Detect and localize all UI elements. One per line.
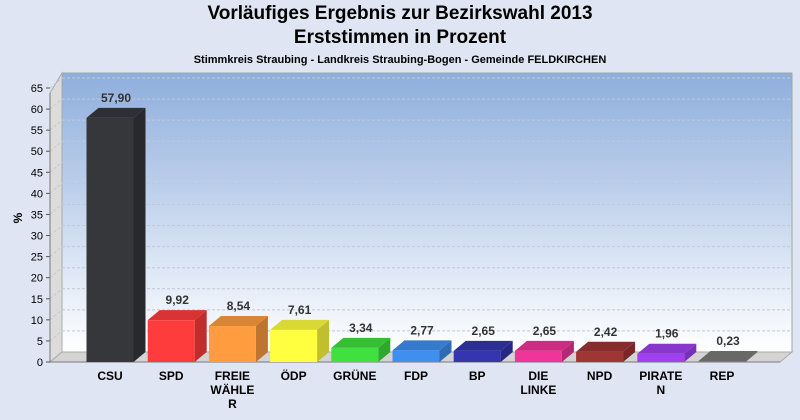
bar [576, 351, 624, 362]
grid-line-side [49, 225, 63, 236]
bar-top [147, 310, 207, 321]
data-label: 1,96 [655, 327, 679, 341]
x-tick-label: FDP [404, 369, 428, 383]
y-tick-label: 45 [31, 167, 43, 179]
data-label: 8,54 [227, 299, 251, 313]
bar [514, 350, 562, 362]
data-label: 2,65 [472, 324, 496, 338]
plot-back-wall [61, 72, 793, 353]
y-tick-label: 20 [31, 273, 43, 285]
data-label: 2,65 [533, 324, 557, 338]
chart-subtitle: Erststimmen in Prozent [293, 27, 507, 48]
bar-top [453, 340, 513, 351]
y-tick-label: 5 [37, 336, 43, 348]
x-tick-label: PIRATE [639, 369, 682, 383]
data-label: 0,23 [716, 334, 740, 348]
data-label: 9,92 [166, 293, 190, 307]
x-tick-label: WÄHLE [210, 382, 254, 397]
bar-side [439, 340, 452, 362]
bar [208, 326, 256, 362]
y-tick-label: 30 [31, 231, 43, 243]
x-tick-label: N [656, 383, 665, 397]
grid-line-side [49, 267, 63, 279]
bar [147, 320, 195, 362]
x-tick-label: NPD [587, 369, 613, 383]
data-label: 3,34 [349, 321, 373, 335]
y-tick-label: 35 [31, 209, 43, 221]
bar [453, 350, 501, 362]
bar-side [317, 319, 330, 362]
y-tick-label: 25 [31, 252, 43, 264]
bar-side [623, 341, 636, 362]
x-tick-label: CSU [97, 369, 122, 383]
x-tick-label: R [228, 397, 237, 411]
y-tick-label: 55 [31, 125, 43, 137]
x-tick-label: DIE [528, 369, 548, 383]
bar-top [698, 351, 758, 362]
grid-line-side [49, 288, 63, 300]
chart-title: Vorläufiges Ergebnis zur Bezirkswahl 201… [207, 3, 593, 24]
x-tick-label: ÖDP [281, 368, 307, 383]
grid-line-side [49, 77, 63, 89]
x-tick-label: BP [469, 369, 486, 383]
data-label: 2,77 [410, 323, 434, 337]
y-tick-label: 15 [31, 294, 43, 306]
data-label: 2,42 [594, 325, 618, 339]
bar [270, 329, 318, 362]
data-label: 7,61 [288, 303, 312, 317]
grid-line-side [49, 183, 63, 194]
grid-line-side [49, 98, 63, 110]
bar [637, 353, 685, 362]
bar-side [561, 340, 574, 362]
grid-line-side [49, 119, 63, 131]
bar-side [255, 316, 268, 362]
data-label: 57,90 [101, 91, 131, 105]
chart-subtitle-2: Stimmkreis Straubing - Landkreis Straubi… [193, 54, 607, 66]
bar-top [86, 107, 146, 118]
y-tick-label: 65 [31, 83, 43, 95]
bar [86, 117, 134, 362]
bar-side [378, 337, 391, 362]
y-tick-label: 60 [31, 104, 43, 116]
grid-line-side [49, 204, 63, 215]
bar-top [392, 340, 452, 351]
grid-line-side [49, 246, 63, 257]
bar-top [514, 340, 574, 351]
grid-line-side [49, 330, 63, 342]
y-axis-label: % [11, 212, 25, 223]
bar [698, 361, 746, 362]
bar-side [133, 107, 146, 362]
x-tick-label: REP [710, 369, 735, 383]
x-tick-label: LINKE [520, 383, 556, 397]
y-tick-label: 40 [31, 188, 43, 200]
bar [331, 347, 379, 362]
grid-line-side [49, 309, 63, 321]
grid-line-side [49, 161, 63, 173]
y-tick-label: 10 [31, 315, 43, 327]
bar-side [745, 351, 758, 362]
y-tick-label: 50 [31, 146, 43, 158]
x-tick-label: SPD [159, 369, 184, 383]
bar-top [270, 319, 330, 330]
x-tick-label: GRÜNE [333, 368, 376, 383]
bar-top [576, 341, 636, 352]
bar [392, 350, 440, 362]
bar-side [500, 340, 513, 362]
bar-top [637, 343, 697, 354]
bar-side [684, 343, 697, 362]
bar-top [208, 316, 268, 327]
x-tick-label: FREIE [215, 369, 250, 383]
bar-side [194, 310, 207, 362]
y-tick-label: 0 [37, 357, 43, 369]
grid-line-side [49, 140, 63, 152]
bar-top [331, 337, 391, 348]
